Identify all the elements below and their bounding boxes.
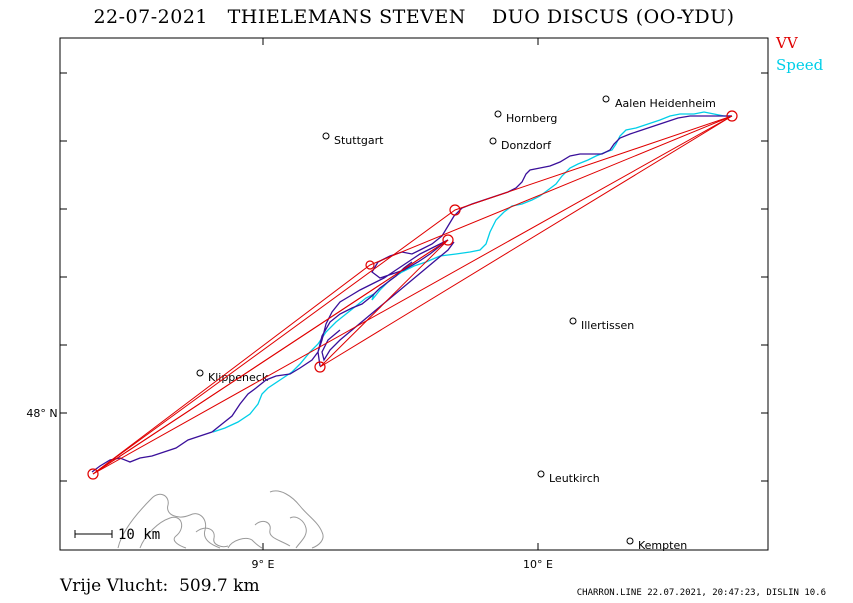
town-label: Leutkirch [549,472,600,485]
lon-label-10: 10° E [523,558,553,571]
credits-line: CHARRON.LINE 22.07.2021, 20:47:23, DISLI… [576,588,826,598]
town-marker [626,537,634,545]
town-marker [537,470,545,478]
axis-ticks [60,38,768,550]
terrain-contours [117,490,324,549]
scale-bar [74,530,113,538]
turnpoint-marker [87,468,99,480]
town-marker [489,137,497,145]
town-label: Kempten [638,539,687,552]
town-marker [569,317,577,325]
turnpoint-marker [314,361,326,373]
town-label: Illertissen [581,319,634,332]
town-marker [602,95,610,103]
lon-label-9: 9° E [252,558,275,571]
town-label: Aalen Heidenheim [615,97,716,110]
turnpoints [87,110,738,480]
town-label: Stuttgart [334,134,384,147]
page-title: 22-07-2021 THIELEMANS STEVEN DUO DISCUS … [93,6,735,28]
legend-speed: Speed [776,56,824,74]
turnpoint-marker [449,204,461,216]
turnpoint-marker [442,234,454,246]
lat-label-48: 48° N [26,407,57,420]
town-marker [196,369,204,377]
scale-bar-label: 10 km [118,527,160,543]
town-label: Donzdorf [501,139,552,152]
task-lines [92,115,733,475]
towns: Stuttgart Hornberg Aalen Heidenheim Donz… [196,95,716,552]
town-label: Klippeneck [208,371,269,384]
town-marker [322,132,330,140]
distance-summary: Vrije Vlucht: 509.7 km [60,576,260,596]
turnpoint-marker [726,110,738,122]
flight-track [91,115,732,473]
town-label: Hornberg [506,112,557,125]
legend-vv: VV [776,34,798,52]
turnpoint-marker [365,260,375,270]
town-marker [494,110,502,118]
speed-track [212,111,732,433]
map-frame [59,37,769,551]
